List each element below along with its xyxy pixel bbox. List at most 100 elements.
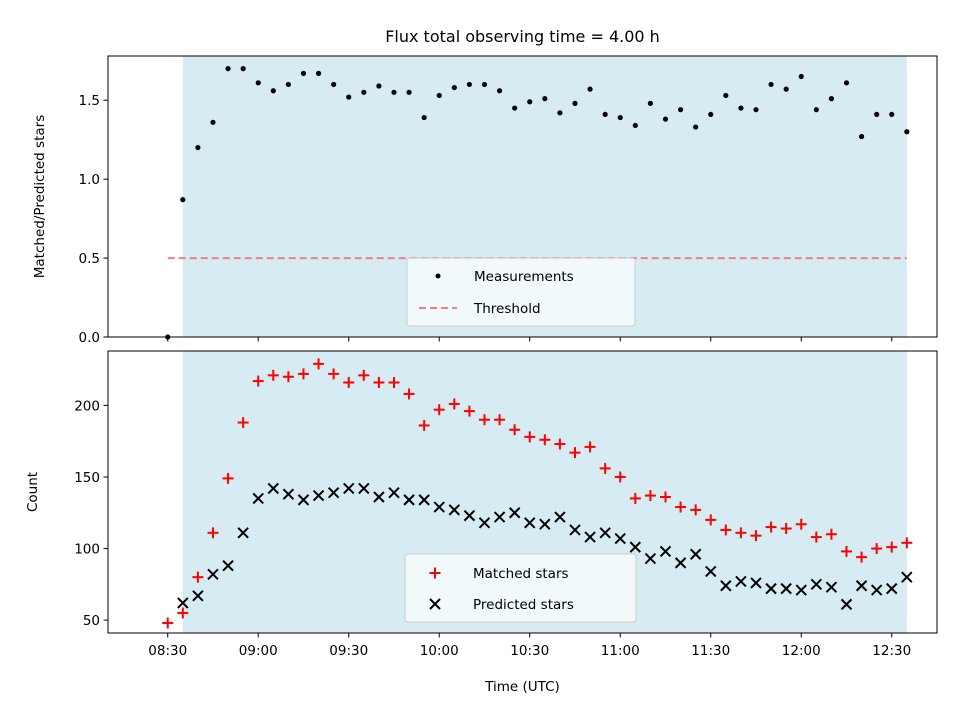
top-ytick-label: 0.0 [79, 330, 100, 346]
matched-star-point [177, 607, 189, 619]
matched-star-point [207, 527, 219, 539]
measurement-point [662, 116, 669, 122]
xtick-label: 10:30 [510, 643, 549, 659]
predicted-star-point [750, 577, 762, 589]
measurement-point [421, 114, 427, 121]
predicted-star-point [388, 487, 400, 499]
predicted-star-point [524, 517, 536, 529]
matched-star-point [825, 528, 837, 540]
predicted-star-point [705, 565, 717, 578]
top-ytick-label: 1.0 [79, 172, 100, 188]
bottom-axes-frame [107, 350, 938, 634]
legend-matched-marker [429, 567, 441, 579]
measurement-point [361, 89, 367, 95]
matched-star-point [478, 414, 490, 426]
matched-star-point [297, 368, 309, 380]
measurement-point [376, 83, 382, 89]
measurement-point [813, 107, 819, 113]
measurement-point [723, 92, 729, 99]
matched-star-point [629, 492, 641, 504]
predicted-star-point [508, 507, 521, 519]
legend-measurements-marker [435, 273, 441, 279]
predicted-star-point [644, 552, 657, 565]
matched-star-point [554, 438, 566, 450]
measurement-point [587, 86, 593, 92]
measurement-point [798, 73, 804, 80]
matched-star-point [675, 501, 687, 513]
predicted-star-point [840, 598, 853, 611]
top-axes-frame [107, 55, 938, 338]
predicted-star-point [358, 482, 370, 495]
matched-star-point [856, 551, 868, 563]
measurement-point [315, 70, 322, 76]
legend-matched-label: Matched stars [473, 566, 569, 582]
bottom-ytick-label: 50 [83, 613, 100, 629]
matched-star-point [403, 388, 415, 400]
matched-star-point [720, 524, 732, 536]
bottom-legend-box [404, 553, 637, 623]
bottom-ytick-label: 150 [74, 470, 100, 486]
matched-star-point [524, 431, 536, 443]
chart-title: Flux total observing time = 4.00 h [385, 27, 660, 46]
measurement-point [496, 88, 503, 94]
measurement-point [391, 89, 397, 95]
measurement-point [858, 133, 865, 140]
measurement-point [677, 107, 684, 113]
measurement-point [406, 89, 412, 95]
predicted-star-point [282, 488, 295, 500]
top-legend-box [406, 257, 636, 327]
predicted-star-point [539, 518, 551, 530]
predicted-star-point [855, 580, 868, 592]
matched-star-point [282, 371, 294, 383]
predicted-star-point [448, 504, 461, 516]
matched-star-point [871, 543, 883, 555]
predicted-star-point [584, 531, 596, 543]
matched-star-point [373, 376, 385, 388]
top-ytick-label: 0.5 [79, 251, 100, 267]
measurement-point [753, 107, 759, 113]
matched-star-point [252, 375, 264, 387]
predicted-star-point [463, 509, 476, 522]
xtick-label: 09:30 [329, 643, 368, 659]
measurement-point [632, 122, 638, 129]
measurement-point [255, 80, 261, 86]
bottom-y-axis-label: Count [25, 472, 41, 512]
predicted-star-point [267, 482, 280, 495]
matched-star-point [735, 527, 747, 539]
predicted-star-point [403, 494, 415, 506]
measurement-point [527, 99, 533, 105]
measurement-point [542, 96, 548, 102]
matched-star-point [644, 490, 656, 502]
matched-star-point [840, 545, 852, 557]
measurement-point [300, 70, 307, 76]
bottom-ytick-label: 100 [74, 542, 100, 558]
predicted-star-point [493, 511, 506, 523]
measurement-point [572, 100, 578, 106]
predicted-star-point [720, 580, 732, 592]
measurement-point [843, 80, 850, 86]
predicted-star-point [222, 560, 234, 572]
predicted-star-point [795, 584, 807, 596]
matched-star-point [358, 369, 370, 381]
measurement-point [889, 111, 895, 118]
predicted-star-point [810, 578, 823, 591]
xtick-label: 09:00 [239, 643, 278, 659]
predicted-star-point [343, 482, 355, 495]
xtick-label: 11:00 [601, 643, 640, 659]
measurement-point [768, 81, 774, 88]
measurement-point [904, 129, 910, 135]
predicted-star-point [825, 581, 838, 593]
predicted-star-point [207, 568, 219, 581]
top-panel: 0.0 0.5 1.0 1.5 Flux total observing time =… [32, 27, 938, 346]
predicted-star-point [237, 527, 249, 539]
xtick-label: 08:30 [148, 643, 187, 659]
measurement-point [240, 66, 246, 72]
measurement-point [738, 105, 744, 111]
matched-star-point [267, 369, 279, 381]
matched-star-point [795, 518, 807, 530]
predicted-star-point [433, 501, 445, 513]
matched-star-point [237, 417, 249, 429]
measurement-point [828, 96, 835, 102]
predicted-star-point [192, 590, 204, 602]
